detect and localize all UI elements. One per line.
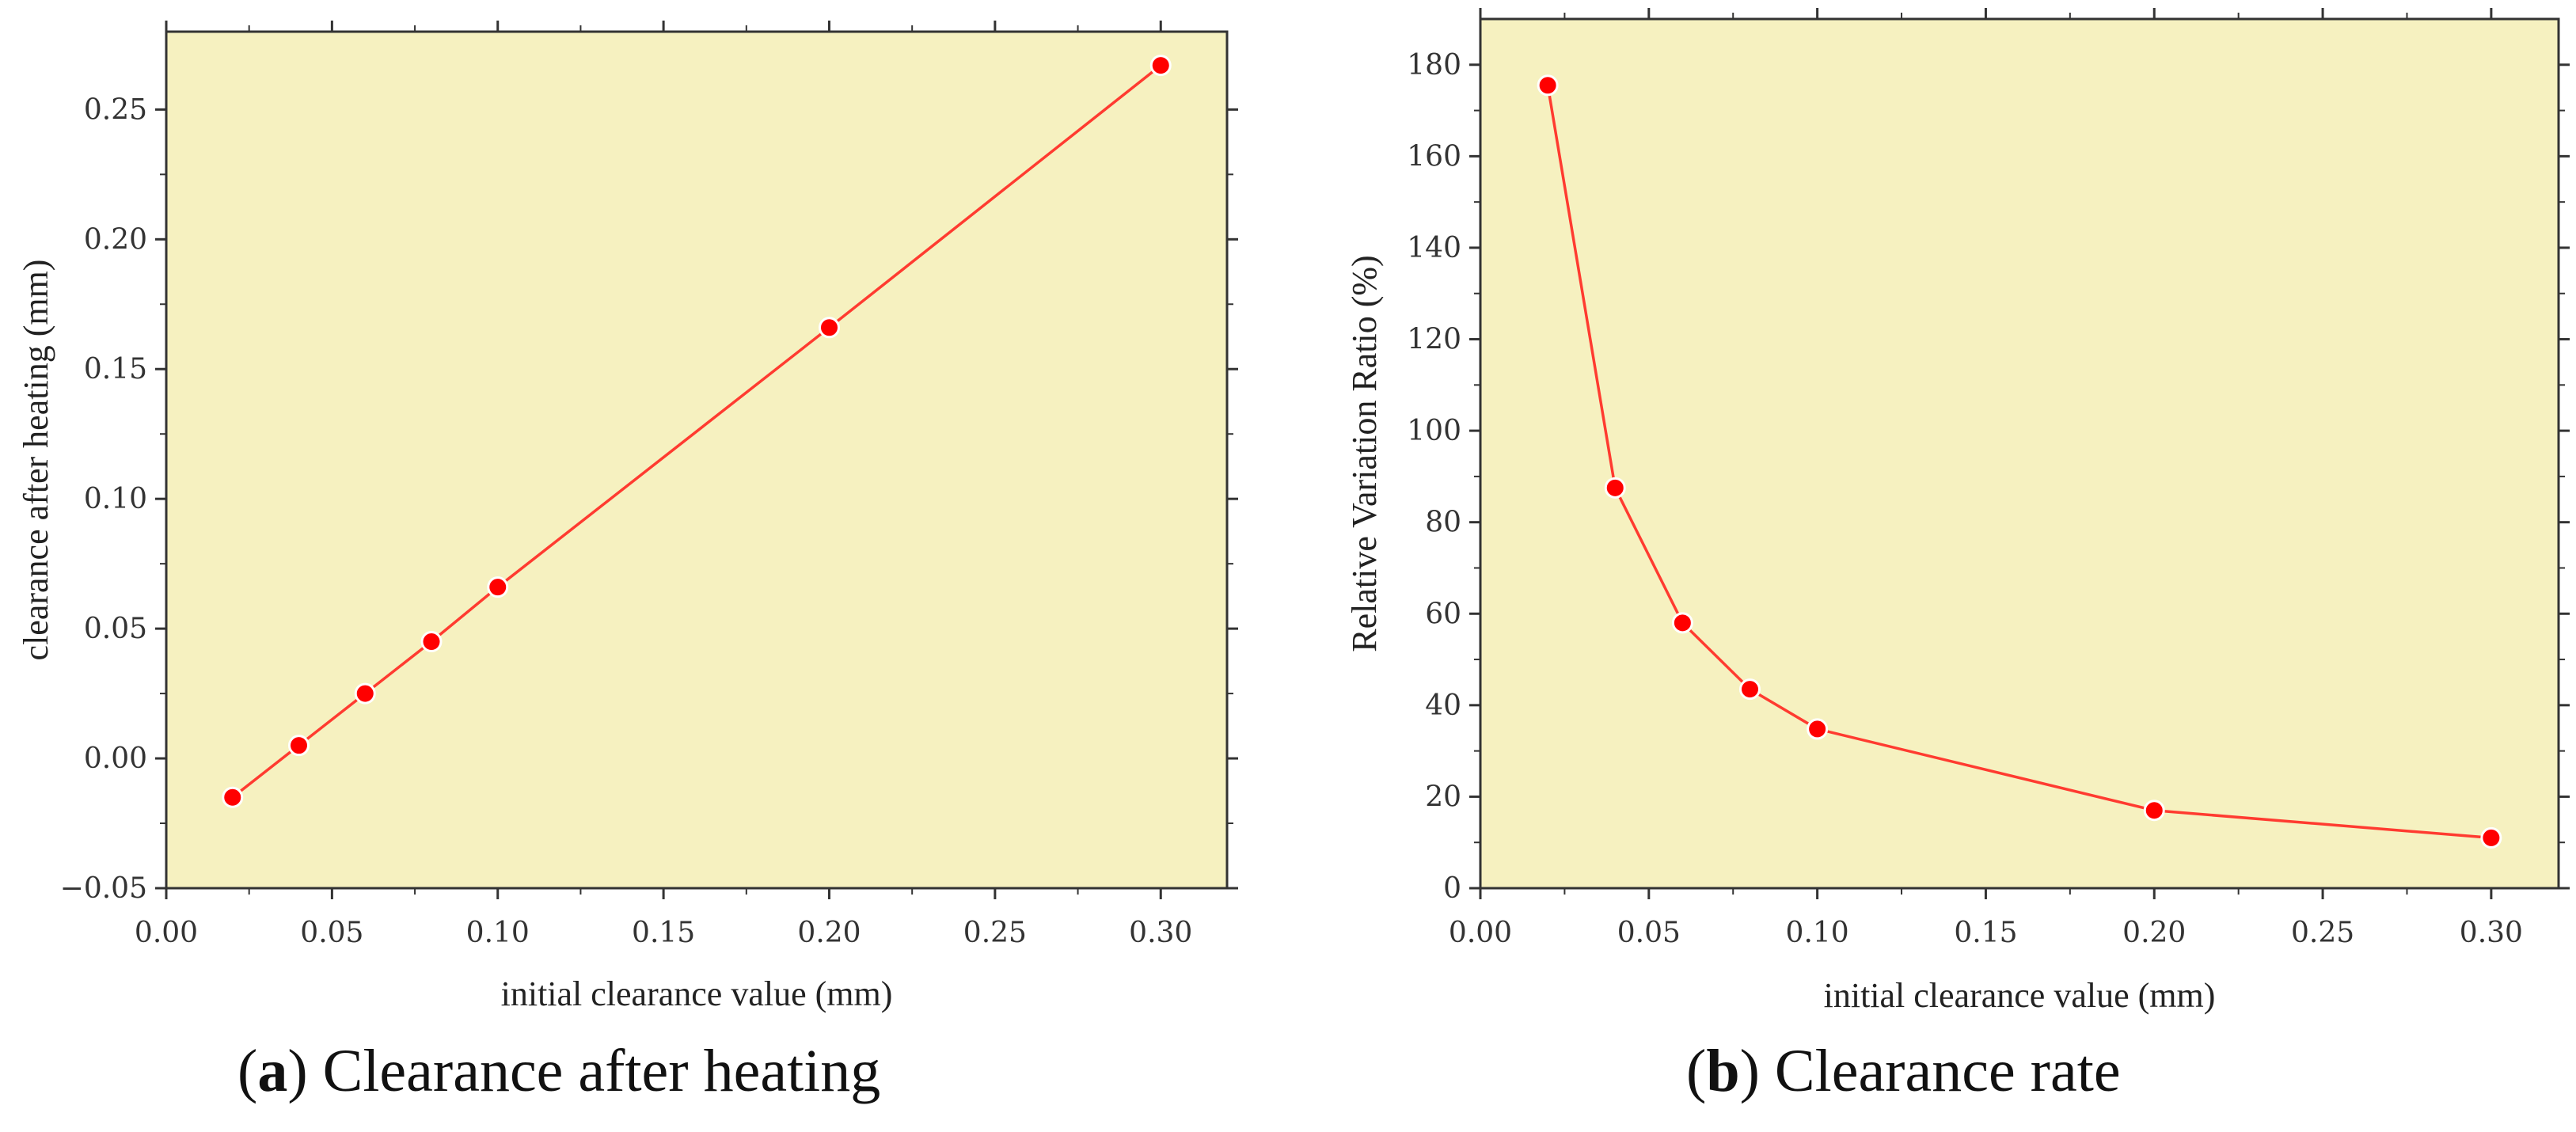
y-tick-label: −0.05 [60,872,147,905]
y-tick-label: 0.20 [84,223,147,256]
data-point [2143,800,2165,822]
x-tick-label: 0.20 [2122,917,2186,949]
data-point [1149,55,1172,77]
y-axis-title: clearance after heating (mm) [17,260,55,661]
y-tick-label: 80 [1425,507,1461,539]
y-tick-label: 140 [1407,232,1461,264]
caption-b: (b) Clearance rate [1686,1038,2121,1104]
x-tick-label: 0.05 [300,917,363,949]
data-point [1671,612,1693,634]
y-tick-label: 180 [1407,49,1461,82]
data-point [819,317,840,339]
y-tick-label: 0.05 [84,613,147,645]
y-tick-label: 20 [1425,781,1461,813]
y-tick-label: 0 [1443,872,1461,905]
y-tick-label: 0.15 [84,353,147,386]
x-tick-label: 0.20 [797,917,861,949]
y-tick-label: 0.25 [84,93,147,126]
x-tick-label: 0.15 [632,917,695,949]
data-point [1604,477,1626,499]
x-tick-label: 0.10 [1786,917,1849,949]
y-tick-label: 60 [1425,598,1461,630]
x-tick-label: 0.00 [135,917,198,949]
x-tick-label: 0.05 [1617,917,1681,949]
x-tick-label: 0.00 [1449,917,1512,949]
data-point [354,682,376,705]
y-axis-title: Relative Variation Ratio (%) [1345,255,1384,651]
x-tick-label: 0.30 [1129,917,1192,949]
data-point [487,576,509,598]
y-tick-label: 160 [1407,140,1461,173]
data-point [1807,718,1829,740]
x-axis-title: initial clearance value (mm) [501,974,893,1013]
chart-clearance-after-heating: 0.00 0.05 0.10 0.15 0.20 0.25 0.30 −0.05 0.00 0.0… [17,21,1238,1013]
y-tick-label: 0.00 [84,743,147,775]
x-axis-title: initial clearance value (mm) [1824,976,2216,1015]
y-tick-label: 100 [1407,415,1461,447]
data-point [222,786,244,808]
chart-relative-variation-ratio: 0.00 0.05 0.10 0.15 0.20 0.25 0.30 0 20 40 60 80 100… [1345,8,2570,1015]
data-point [1537,74,1559,97]
caption-b-label: b [1706,1038,1740,1104]
caption-a-text: Clearance after heating [322,1038,881,1104]
data-point [420,631,443,653]
x-tick-label: 0.10 [466,917,530,949]
data-point [1739,678,1761,701]
plot-area [165,30,1229,890]
data-point [2480,826,2502,849]
x-tick-label: 0.30 [2460,917,2523,949]
plot-area [1479,17,2560,890]
y-tick-label: 120 [1407,324,1461,356]
y-tick-label: 0.10 [84,483,147,515]
x-tick-label: 0.25 [2291,917,2354,949]
data-point [288,735,310,757]
caption-b-text: Clearance rate [1774,1038,2121,1104]
y-tick-label: 40 [1425,689,1461,722]
x-tick-label: 0.25 [963,917,1027,949]
caption-a: (a) Clearance after heating [237,1038,881,1104]
caption-a-label: a [257,1038,288,1104]
x-tick-label: 0.15 [1954,917,2017,949]
